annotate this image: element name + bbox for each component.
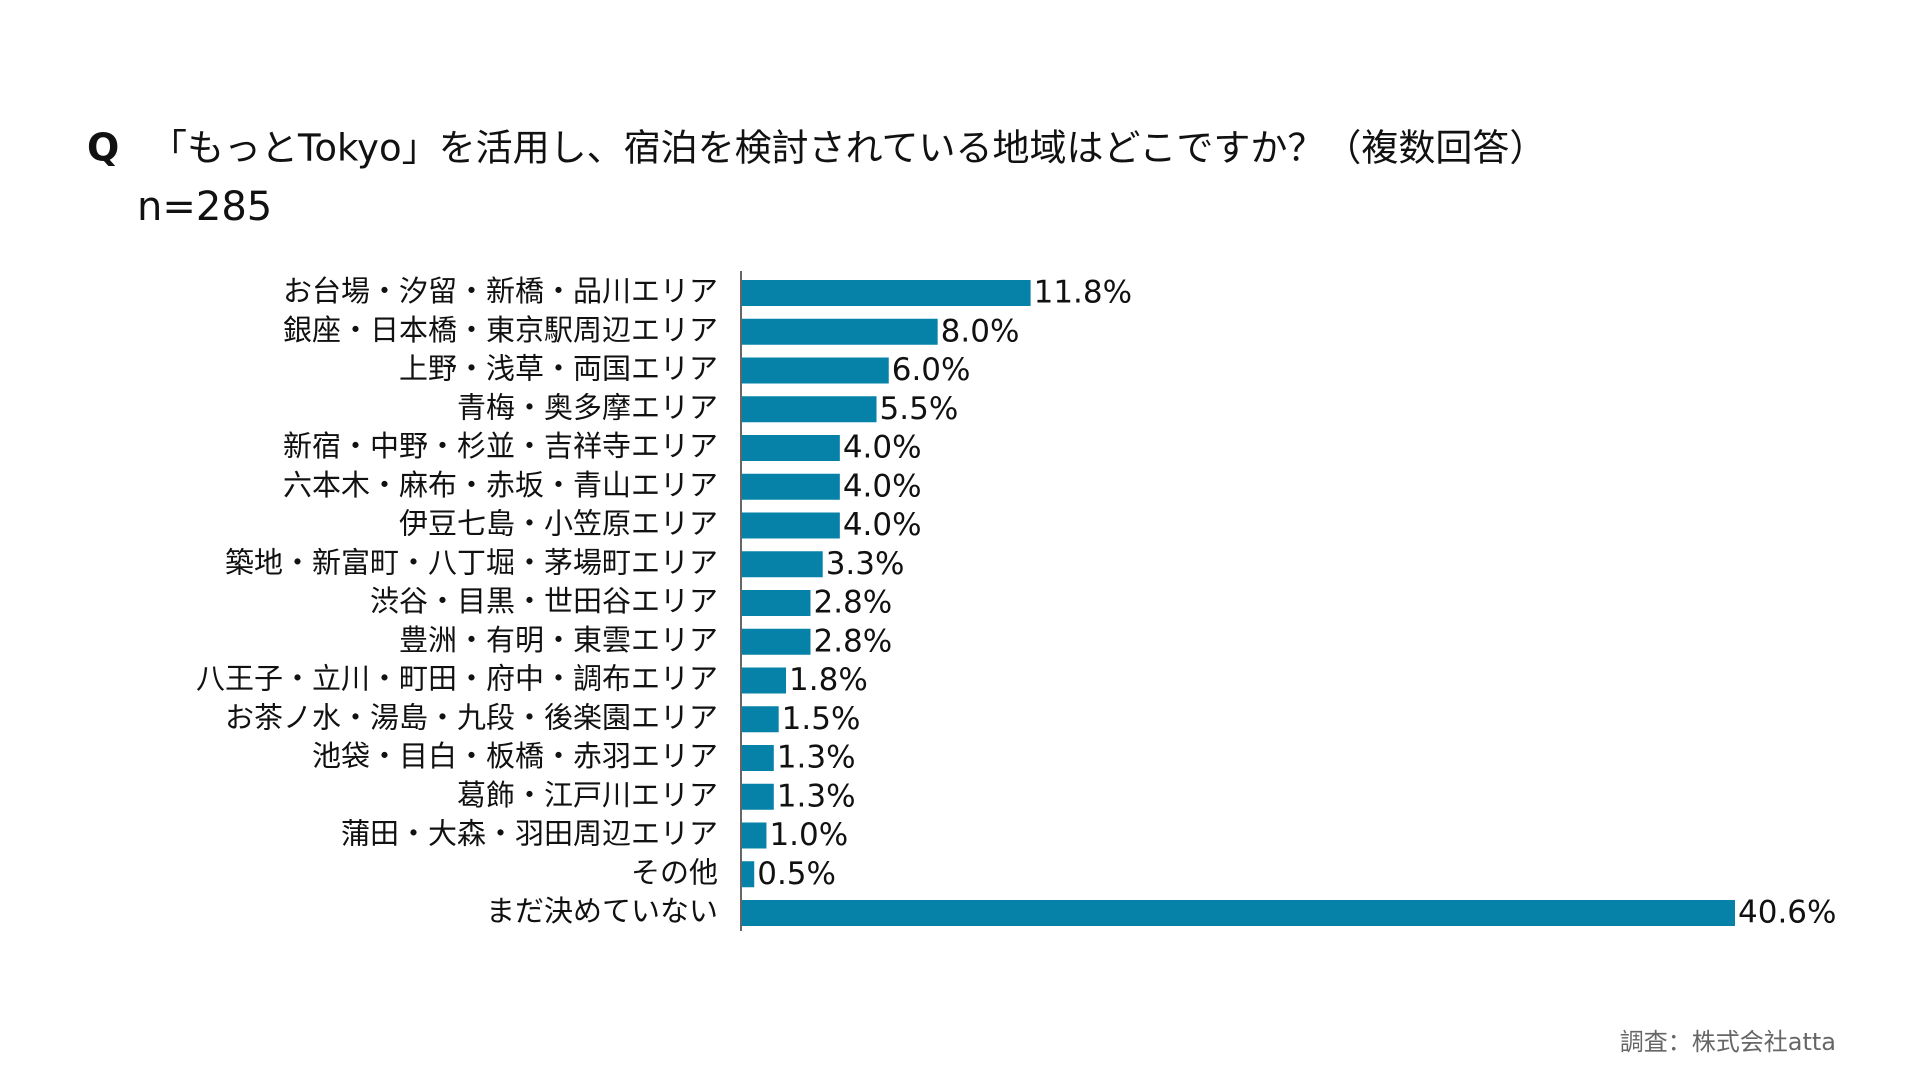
bar — [742, 667, 787, 694]
bar — [742, 783, 774, 810]
bar — [742, 628, 811, 655]
value-label: 1.0% — [769, 817, 848, 853]
subtitle: n=285 — [137, 184, 272, 230]
bar — [742, 706, 779, 733]
value-label: 40.6% — [1738, 895, 1836, 931]
value-label: 2.8% — [813, 623, 892, 659]
bar — [742, 473, 840, 500]
bar — [742, 745, 774, 771]
value-label: 5.5% — [880, 391, 959, 427]
value-label: 11.8% — [1034, 275, 1132, 311]
bar — [742, 590, 811, 616]
value-label: 3.3% — [826, 546, 905, 582]
value-label: 8.0% — [941, 313, 1020, 349]
bar — [742, 396, 877, 423]
category-label: 築地・新富町・八丁堀・茅場町エリア — [225, 545, 718, 579]
category-label: 新宿・中野・杉並・吉祥寺エリア — [283, 429, 718, 463]
source: 調査：株式会社atta — [1620, 1028, 1836, 1056]
bar — [742, 318, 938, 345]
category-label: お茶ノ水・湯島・九段・後楽園エリア — [225, 700, 718, 734]
bar — [742, 861, 755, 888]
value-label: 1.8% — [789, 662, 868, 698]
category-label: 青梅・奥多摩エリア — [457, 390, 718, 424]
category-label: お台場・汐留・新橋・品川エリア — [283, 274, 718, 308]
category-label: 葛飾・江戸川エリア — [457, 778, 718, 812]
bar — [742, 280, 1031, 306]
category-label: 蒲田・大森・羽田周辺エリア — [341, 817, 718, 851]
category-label: 伊豆七島・小笠原エリア — [399, 507, 718, 541]
value-label: 6.0% — [892, 352, 971, 388]
category-label: 銀座・日本橋・東京駅周辺エリア — [283, 313, 718, 347]
value-label: 4.0% — [843, 468, 922, 504]
value-label: 2.8% — [813, 585, 892, 621]
bar — [742, 551, 823, 578]
value-label: 1.3% — [777, 778, 856, 814]
category-label: 上野・浅草・両国エリア — [399, 352, 718, 386]
bar — [742, 900, 1735, 926]
bar — [742, 357, 889, 384]
value-label: 1.5% — [782, 701, 861, 737]
category-label: その他 — [631, 855, 718, 889]
title-marker: Q — [87, 126, 119, 170]
value-label: 0.5% — [757, 856, 836, 892]
bar — [742, 512, 840, 539]
category-label: まだ決めていない — [486, 894, 718, 928]
category-label: 八王子・立川・町田・府中・調布エリア — [196, 662, 718, 696]
bar — [742, 435, 840, 461]
category-label: 豊洲・有明・東雲エリア — [399, 623, 718, 657]
value-label: 1.3% — [777, 740, 856, 776]
category-label: 渋谷・目黒・世田谷エリア — [370, 584, 718, 618]
value-label: 4.0% — [843, 430, 922, 466]
category-label: 六本木・麻布・赤坂・青山エリア — [283, 468, 718, 502]
value-label: 4.0% — [843, 507, 922, 543]
bar — [742, 822, 767, 849]
category-label: 池袋・目白・板橋・赤羽エリア — [312, 739, 718, 773]
chart-title: 「もっとTokyo」を活用し、宿泊を検討されている地域はどこですか？（複数回答） — [150, 127, 1546, 170]
